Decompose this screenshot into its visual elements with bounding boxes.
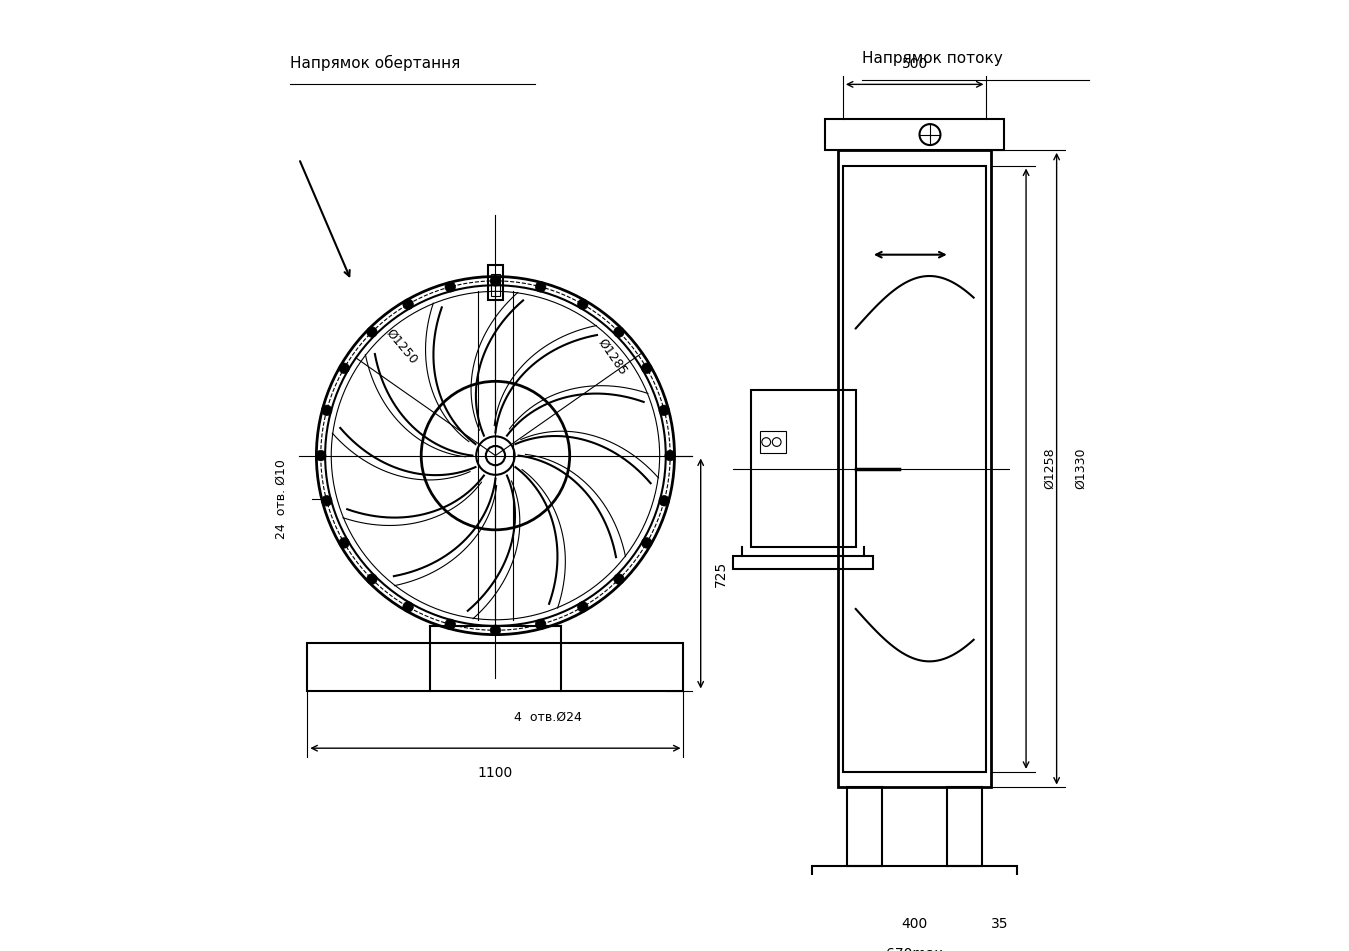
- Bar: [751, 390, 855, 547]
- Text: Ø1285: Ø1285: [595, 337, 630, 378]
- Text: Напрямок обертання: Напрямок обертання: [290, 54, 460, 70]
- Circle shape: [577, 602, 588, 612]
- Text: Ø1330: Ø1330: [1074, 448, 1087, 490]
- Bar: [812, 866, 1017, 882]
- Circle shape: [490, 276, 500, 286]
- Circle shape: [367, 327, 378, 338]
- Circle shape: [665, 451, 676, 461]
- Circle shape: [339, 537, 349, 548]
- Bar: [308, 644, 684, 691]
- Circle shape: [642, 537, 652, 548]
- Text: Ø1258: Ø1258: [1044, 448, 1056, 490]
- Bar: [838, 150, 992, 787]
- Text: 500: 500: [901, 57, 928, 71]
- Circle shape: [316, 451, 326, 461]
- Text: 1100: 1100: [478, 766, 513, 780]
- Circle shape: [536, 281, 546, 292]
- Circle shape: [490, 625, 500, 635]
- Bar: [491, 274, 500, 296]
- Circle shape: [577, 299, 588, 309]
- Bar: [487, 265, 503, 301]
- Bar: [734, 556, 873, 569]
- Circle shape: [403, 299, 413, 309]
- Circle shape: [614, 573, 625, 584]
- Bar: [759, 431, 786, 453]
- Text: Напрямок потоку: Напрямок потоку: [862, 50, 1004, 66]
- Circle shape: [321, 405, 332, 416]
- Text: 400: 400: [901, 917, 928, 931]
- Circle shape: [536, 619, 546, 630]
- Circle shape: [445, 281, 456, 292]
- Circle shape: [321, 495, 332, 506]
- Text: 35: 35: [992, 917, 1009, 931]
- Bar: [847, 787, 882, 866]
- Text: 4  отв.Ø24: 4 отв.Ø24: [514, 711, 581, 724]
- Text: Ø1250: Ø1250: [383, 326, 420, 367]
- Bar: [826, 119, 1004, 150]
- Text: 24  отв. Ø10: 24 отв. Ø10: [275, 459, 287, 539]
- Circle shape: [445, 619, 456, 630]
- Circle shape: [367, 573, 378, 584]
- Circle shape: [339, 363, 349, 374]
- Bar: [947, 787, 982, 866]
- Bar: [843, 165, 986, 772]
- Circle shape: [642, 363, 652, 374]
- Circle shape: [614, 327, 625, 338]
- Text: 725: 725: [714, 560, 728, 587]
- Circle shape: [658, 495, 669, 506]
- Text: 670max: 670max: [886, 947, 943, 951]
- Circle shape: [403, 602, 413, 612]
- Circle shape: [658, 405, 669, 416]
